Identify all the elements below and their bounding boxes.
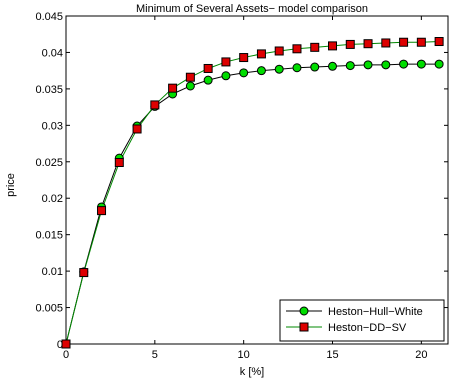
y-tick-label: 0.045 — [35, 11, 63, 23]
y-tick-label: 0.005 — [35, 303, 63, 315]
data-point-circle — [381, 60, 391, 70]
plot-area — [65, 15, 449, 345]
data-point-square — [203, 63, 213, 73]
data-point-square — [310, 42, 320, 52]
y-tick-label: 0.04 — [42, 47, 63, 59]
y-tick-label: 0.035 — [35, 84, 63, 96]
data-point-square — [292, 44, 302, 54]
chart-title: Minimum of Several Assets− model compari… — [136, 3, 368, 15]
data-point-circle — [363, 60, 373, 70]
data-point-circle — [185, 81, 195, 91]
data-point-square — [114, 158, 124, 168]
data-point-square — [381, 38, 391, 48]
data-point-square — [434, 37, 444, 47]
y-axis: 0 0.005 0.01 0.015 0.02 0.025 0.03 0.035 0.04 0.0… — [35, 11, 448, 351]
data-point-square — [79, 268, 89, 278]
data-point-circle — [345, 61, 355, 71]
data-point-square — [150, 100, 160, 110]
series-line-1 — [65, 63, 440, 345]
series-layer — [61, 37, 444, 349]
data-point-square — [168, 83, 178, 93]
data-point-square — [61, 339, 71, 349]
data-point-circle — [221, 71, 231, 81]
data-point-circle — [274, 64, 284, 74]
x-tick-label: 15 — [326, 349, 338, 361]
y-tick-label: 0.015 — [35, 230, 63, 242]
data-point-square — [345, 39, 355, 49]
x-tick-label: 5 — [152, 349, 158, 361]
legend-box — [279, 299, 445, 342]
data-point-square — [185, 72, 195, 82]
data-point-square — [416, 37, 426, 47]
data-point-square — [256, 49, 266, 59]
data-point-square — [328, 41, 338, 51]
x-tick-label: 10 — [238, 349, 250, 361]
legend-label: Heston−Hull−White — [328, 306, 423, 318]
data-point-circle — [416, 59, 426, 69]
data-point-square — [239, 53, 249, 63]
data-point-square — [363, 39, 373, 49]
data-point-circle — [256, 66, 266, 76]
legend: Heston−Hull−White Heston−DD−SV — [279, 299, 445, 342]
x-axis-label: k [%] — [240, 366, 264, 378]
legend-marker-circle — [299, 306, 309, 316]
x-axis: 0 5 10 15 20 — [63, 16, 427, 361]
data-point-circle — [203, 75, 213, 85]
x-tick-label: 0 — [63, 349, 69, 361]
data-point-square — [221, 57, 231, 67]
data-point-circle — [239, 68, 249, 78]
legend-label: Heston−DD−SV — [328, 322, 407, 334]
data-point-circle — [328, 61, 338, 71]
legend-marker-square — [299, 322, 309, 332]
data-point-square — [132, 124, 142, 134]
data-point-square — [399, 37, 409, 47]
data-point-circle — [292, 63, 302, 73]
y-tick-label: 0.01 — [42, 266, 63, 278]
data-point-square — [274, 46, 284, 56]
data-point-square — [97, 206, 107, 216]
x-tick-label: 20 — [415, 349, 427, 361]
data-point-circle — [434, 59, 444, 69]
series-line-2 — [65, 41, 440, 345]
y-tick-label: 0.02 — [42, 193, 63, 205]
data-point-circle — [310, 62, 320, 72]
y-tick-label: 0.025 — [35, 157, 63, 169]
data-point-circle — [399, 59, 409, 69]
y-axis-label: price — [5, 173, 17, 197]
y-tick-label: 0 — [57, 339, 63, 351]
y-tick-label: 0.03 — [42, 120, 63, 132]
